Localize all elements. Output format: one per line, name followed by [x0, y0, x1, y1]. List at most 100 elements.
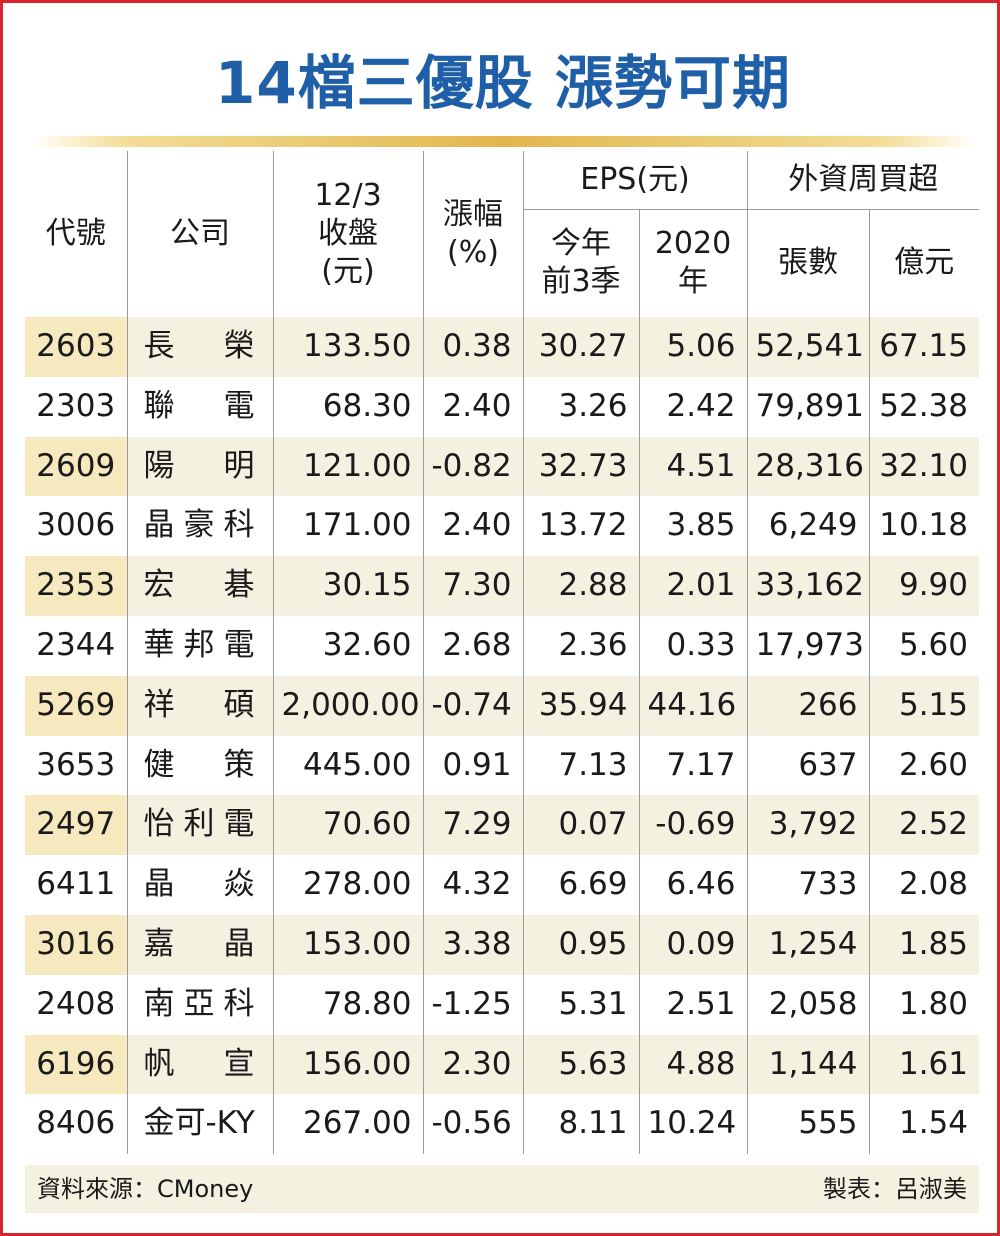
cell-eps-ytd: 0.95 [522, 914, 639, 975]
cell-foreign-amount: 10.18 [868, 496, 979, 557]
cell-change: 4.32 [422, 855, 523, 915]
cell-foreign-amount: 52.38 [868, 376, 979, 437]
header-change-unit: (%) [447, 235, 499, 270]
cell-close: 78.80 [272, 974, 423, 1035]
cell-company: 晶豪科 [126, 496, 273, 557]
cell-code: 5269 [25, 675, 127, 736]
cell-foreign-lots: 555 [746, 1094, 869, 1155]
cell-company: 南亞科 [126, 974, 273, 1035]
cell-eps-2020: 7.17 [638, 735, 747, 796]
cell-eps-ytd: 8.11 [522, 1094, 639, 1155]
header-eps-ytd: 今年 前3季 [522, 209, 639, 317]
cell-code: 3653 [36, 746, 116, 783]
cell-code: 6196 [25, 1034, 127, 1095]
cell-eps-2020: 4.51 [638, 436, 747, 497]
cell-foreign-lots: 33,162 [746, 556, 869, 616]
cell-code: 2303 [36, 387, 116, 424]
header-eps-2020-line1: 2020 [654, 226, 732, 262]
header-close-date: 12/3 [314, 178, 382, 213]
header-foreign-group: 外資周買超 [746, 151, 979, 210]
cell-eps-ytd: 6.69 [522, 855, 639, 915]
cell-close: 267.00 [272, 1094, 423, 1155]
cell-foreign-amount: 67.15 [868, 317, 979, 377]
header-close: 12/3 收盤 (元) [272, 151, 423, 317]
cell-eps-2020: 44.16 [638, 675, 747, 736]
cell-change: 7.30 [422, 556, 523, 616]
table-row: 2344 華邦電 32.60 2.68 2.36 0.33 17,973 5.60 [25, 615, 979, 676]
table-row: 6411 晶焱 278.00 4.32 6.69 6.46 733 2.08 [25, 855, 979, 915]
table-row: 2609 陽明 121.00 -0.82 32.73 4.51 28,316 32.10 [25, 436, 979, 497]
cell-company: 宏碁 [126, 556, 273, 616]
cell-foreign-lots: 17,973 [746, 615, 869, 676]
header-close-label: 收盤 [318, 216, 378, 251]
cell-change: 0.38 [422, 317, 523, 377]
cell-company: 晶焱 [126, 855, 273, 915]
cell-eps-2020: -0.69 [638, 795, 747, 856]
chart-title: 14檔三優股 漲勢可期 [215, 49, 791, 117]
cell-code: 2603 [25, 317, 127, 377]
stocks-table: 代號 公司 12/3 收盤 (元) 漲幅 (%) EPS(元) 外資周買超 今年… [25, 151, 979, 1155]
cell-close: 68.30 [272, 376, 423, 437]
cell-close: 171.00 [272, 496, 423, 557]
cell-foreign-lots: 79,891 [746, 376, 869, 437]
header-foreign-amount: 億元 [868, 209, 979, 317]
title-divider [31, 136, 977, 147]
cell-code: 8406 [36, 1105, 116, 1142]
cell-eps-2020: 4.88 [638, 1034, 747, 1095]
cell-foreign-lots: 3,792 [746, 795, 869, 856]
cell-code: 2609 [25, 436, 127, 497]
cell-foreign-lots: 28,316 [746, 436, 869, 497]
cell-foreign-lots: 637 [746, 735, 869, 796]
cell-foreign-amount: 9.90 [868, 556, 979, 616]
cell-close: 278.00 [272, 855, 423, 915]
table-row: 2603 長榮 133.50 0.38 30.27 5.06 52,541 67.15 [25, 317, 979, 377]
cell-company: 嘉晶 [126, 914, 273, 975]
source-note: 資料來源：CMoney [37, 1175, 254, 1203]
cell-change: 2.30 [422, 1034, 523, 1095]
cell-eps-2020: 0.33 [638, 615, 747, 676]
cell-code: 3016 [25, 914, 127, 975]
cell-eps-2020: 0.09 [638, 914, 747, 975]
table-row: 3653 健策 445.00 0.91 7.13 7.17 637 2.60 [25, 735, 979, 796]
cell-code: 3006 [36, 507, 116, 544]
cell-foreign-lots: 266 [746, 675, 869, 736]
cell-close: 2,000.00 [272, 675, 423, 736]
cell-eps-2020: 2.01 [638, 556, 747, 616]
cell-foreign-amount: 2.08 [868, 855, 979, 915]
header-close-unit: (元) [321, 254, 375, 289]
table-row: 3016 嘉晶 153.00 3.38 0.95 0.09 1,254 1.85 [25, 914, 979, 975]
table-row: 2303 聯電 68.30 2.40 3.26 2.42 79,891 52.38 [25, 376, 979, 437]
cell-eps-2020: 3.85 [638, 496, 747, 557]
cell-foreign-amount: 1.61 [868, 1034, 979, 1095]
cell-code: 2353 [25, 556, 127, 616]
cell-eps-ytd: 5.31 [522, 974, 639, 1035]
table-row: 2353 宏碁 30.15 7.30 2.88 2.01 33,162 9.90 [25, 556, 979, 616]
cell-eps-ytd: 7.13 [522, 735, 639, 796]
table-body: 2603 長榮 133.50 0.38 30.27 5.06 52,541 67.15 2303… [25, 317, 979, 1155]
cell-foreign-amount: 2.52 [868, 795, 979, 856]
cell-close: 32.60 [272, 615, 423, 676]
cell-change: 0.91 [422, 735, 523, 796]
footer-bar: 資料來源：CMoney 製表：呂淑美 [25, 1165, 979, 1213]
header-eps-ytd-line1: 今年 [551, 226, 611, 262]
cell-close: 153.00 [272, 914, 423, 975]
header-eps-ytd-line2: 前3季 [541, 264, 621, 300]
cell-foreign-amount: 1.85 [868, 914, 979, 975]
cell-eps-2020: 5.06 [638, 317, 747, 377]
cell-eps-ytd: 2.36 [522, 615, 639, 676]
table-row: 8406 金可-KY 267.00 -0.56 8.11 10.24 555 1.54 [25, 1094, 979, 1155]
cell-foreign-amount: 1.54 [868, 1094, 979, 1155]
cell-change: -0.74 [422, 675, 523, 736]
cell-eps-ytd: 0.07 [522, 795, 639, 856]
cell-close: 133.50 [272, 317, 423, 377]
header-company: 公司 [126, 151, 273, 317]
cell-company: 華邦電 [126, 615, 273, 676]
cell-change: -0.56 [422, 1094, 523, 1155]
cell-foreign-lots: 2,058 [746, 974, 869, 1035]
cell-company: 聯電 [126, 376, 273, 437]
cell-change: -0.82 [422, 436, 523, 497]
cell-close: 445.00 [272, 735, 423, 796]
cell-foreign-amount: 5.15 [868, 675, 979, 736]
cell-change: 3.38 [422, 914, 523, 975]
